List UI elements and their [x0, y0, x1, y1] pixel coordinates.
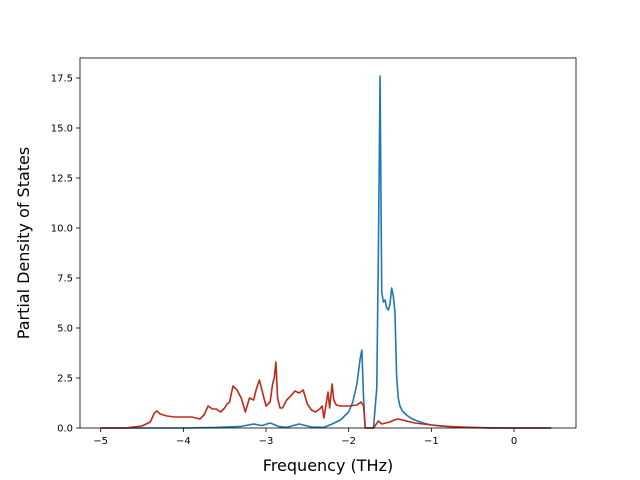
- y-tick-label: 7.5: [57, 274, 73, 285]
- y-tick-label: 12.5: [51, 174, 73, 185]
- y-tick-label: 2.5: [57, 374, 73, 385]
- x-tick-label: −4: [176, 436, 191, 447]
- x-tick-label: −5: [93, 436, 108, 447]
- y-tick-label: 17.5: [51, 74, 73, 85]
- series-line-1: [100, 75, 552, 429]
- y-tick-label: 15.0: [51, 124, 73, 135]
- series-line-2: [100, 361, 552, 429]
- y-axis: 0.0 2.5 5.0 7.5 10.0 12.5 15.0 17.5: [51, 74, 80, 435]
- y-tick-label: 10.0: [51, 224, 73, 235]
- x-axis: −5 −4 −3 −2 −1 0: [93, 428, 517, 447]
- x-tick-label: −2: [341, 436, 356, 447]
- x-tick-label: −1: [424, 436, 439, 447]
- y-tick-label: 5.0: [57, 324, 73, 335]
- x-tick-label: −3: [259, 436, 274, 447]
- plot-area: [100, 75, 552, 429]
- y-tick-label: 0.0: [57, 424, 73, 435]
- y-axis-label: Partial Density of States: [14, 147, 33, 339]
- axes-frame: [79, 57, 577, 429]
- x-axis-label: Frequency (THz): [263, 456, 393, 475]
- x-tick-label: 0: [511, 436, 517, 447]
